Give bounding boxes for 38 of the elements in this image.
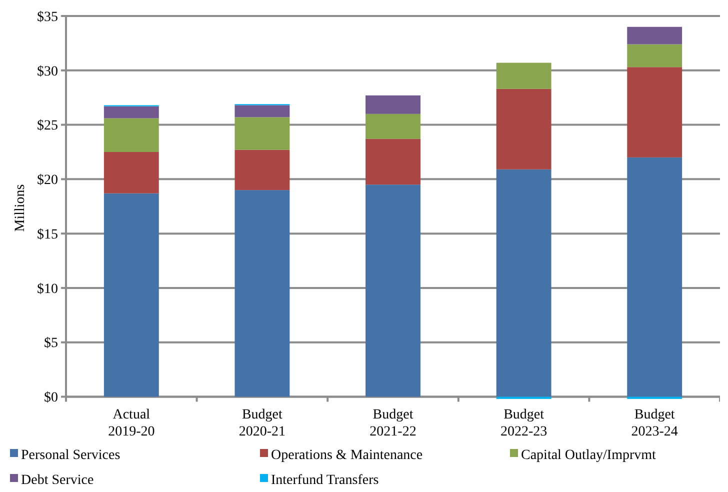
bar	[627, 157, 682, 397]
bar	[104, 118, 159, 152]
legend-label: Operations & Maintenance	[271, 448, 423, 463]
x-tick-label: Actual 2019-20	[108, 408, 155, 440]
y-axis-title: Millions	[13, 184, 28, 232]
bar	[366, 114, 420, 139]
y-tick-label: $15	[37, 227, 58, 242]
bar	[496, 169, 552, 397]
y-tick-label: $0	[44, 390, 58, 406]
bar	[104, 152, 159, 194]
bar	[627, 67, 682, 158]
y-tick-label: $35	[37, 10, 58, 25]
bar	[234, 117, 290, 150]
bar	[627, 26, 682, 44]
legend-label: Interfund Transfers	[271, 472, 379, 488]
bar	[104, 193, 159, 397]
x-tick-label: Budget 2021-22	[370, 408, 416, 440]
bar	[234, 150, 290, 190]
y-tick-label: $10	[37, 282, 58, 297]
bar	[366, 138, 420, 185]
legend-label: Debt Service	[21, 472, 94, 488]
x-tick-label: Budget 2023-24	[631, 408, 678, 440]
bar	[104, 106, 159, 118]
bar	[366, 184, 420, 397]
x-tick-label: Budget 2022-23	[500, 408, 548, 440]
legend-label: Capital Outlay/Imprvmt	[521, 448, 656, 463]
y-tick-label: $30	[37, 64, 58, 80]
bar	[496, 88, 552, 170]
bar	[366, 95, 420, 114]
bar	[234, 190, 290, 397]
bar	[496, 62, 552, 89]
bar	[234, 105, 290, 118]
y-tick-label: $20	[37, 173, 58, 188]
y-tick-label: $25	[37, 118, 58, 134]
bar	[627, 44, 682, 68]
y-tick-label: $5	[44, 336, 58, 352]
x-tick-label: Budget 2020-21	[238, 408, 286, 440]
legend-label: Personal Services	[21, 448, 120, 463]
